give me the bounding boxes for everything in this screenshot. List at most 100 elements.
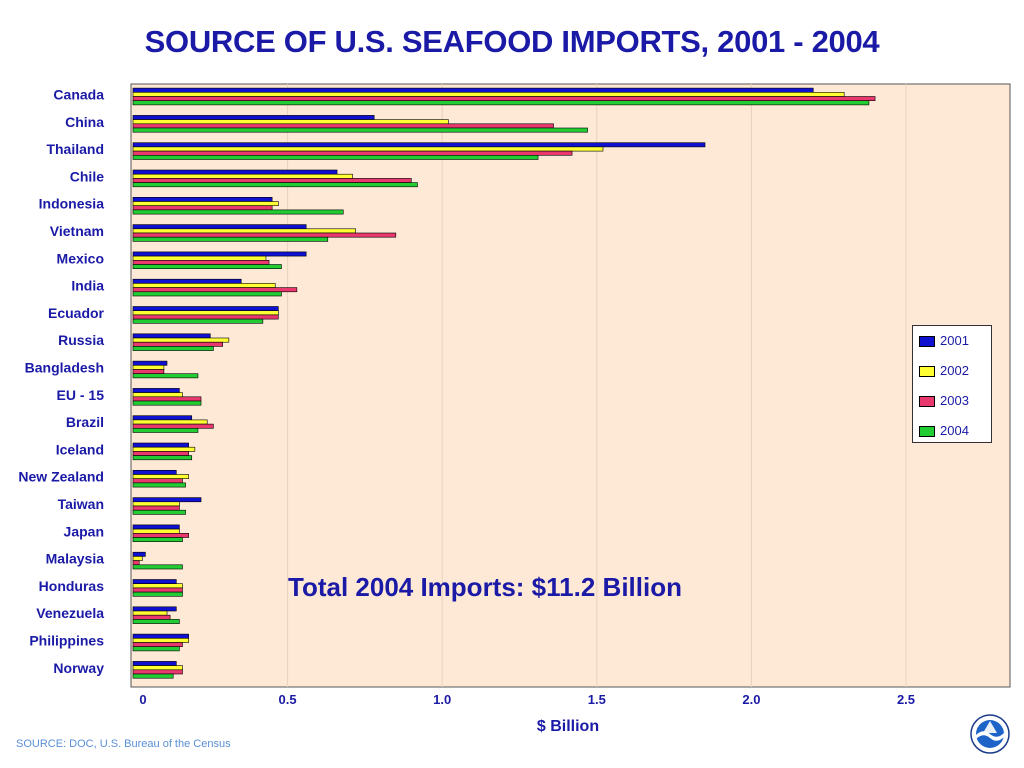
bar-2002	[132, 419, 208, 425]
bar-2002	[132, 610, 168, 616]
bar-2003	[132, 669, 183, 675]
legend-label-2002: 2002	[940, 363, 969, 378]
bar-2003	[132, 123, 554, 129]
bar-2001	[132, 469, 177, 475]
bar-2003	[132, 341, 223, 347]
bar-2004	[132, 264, 282, 269]
bar-2002	[132, 337, 230, 343]
bar-2001	[132, 142, 706, 148]
bar-2004	[132, 373, 199, 379]
category-label: Philippines	[29, 633, 104, 649]
bar-2004	[132, 318, 264, 324]
category-label: Iceland	[56, 441, 104, 457]
category-label: Malaysia	[46, 551, 105, 567]
grid-lines	[287, 84, 907, 687]
bar-2004	[132, 646, 180, 652]
bar-2001	[132, 579, 177, 584]
category-label: EU - 15	[57, 387, 105, 403]
bar-2002	[132, 255, 267, 261]
bar-2002	[132, 637, 189, 643]
bar-2001	[132, 251, 307, 257]
noaa-logo-icon	[970, 714, 1010, 754]
bar-2002	[132, 665, 183, 671]
bar-2001	[132, 306, 279, 311]
bar-2004	[132, 591, 183, 597]
bar-2001	[132, 633, 189, 639]
bar-2001	[132, 442, 189, 448]
x-tick-label: 0	[139, 692, 146, 707]
category-label: Chile	[70, 168, 104, 184]
bar-2003	[132, 451, 189, 456]
bar-2003	[132, 532, 189, 538]
bar-2001	[132, 87, 814, 93]
bar-2001	[132, 497, 202, 503]
category-label: Russia	[58, 332, 104, 348]
bar-2004	[132, 509, 186, 515]
bar-2001	[132, 278, 242, 284]
bar-2003	[132, 96, 876, 101]
category-label: Mexico	[57, 250, 104, 266]
bar-2001	[132, 388, 180, 393]
x-tick-label: 0.5	[279, 692, 297, 707]
bar-2003	[132, 369, 165, 374]
bar-2001	[132, 224, 307, 230]
category-label: Venezuela	[36, 605, 104, 621]
category-label: New Zealand	[18, 469, 104, 485]
bar-2004	[132, 427, 199, 433]
category-labels: Canada China Thailand Chile Indonesia Vietnam…	[18, 87, 104, 676]
bar-2003	[132, 232, 397, 238]
legend: 2001 2002 2003 2004	[912, 325, 992, 443]
legend-label-2001: 2001	[940, 333, 969, 348]
legend-label-2003: 2003	[940, 393, 969, 408]
bar-2002	[132, 92, 845, 97]
category-label: Brazil	[66, 414, 104, 430]
category-label: Japan	[64, 523, 104, 539]
legend-swatch-2002	[919, 366, 935, 377]
bar-2004	[132, 619, 180, 624]
bar-2004	[132, 100, 870, 106]
bar-2002	[132, 364, 165, 370]
bar-2001	[132, 115, 375, 120]
bar-2004	[132, 346, 214, 351]
category-label: Ecuador	[48, 305, 105, 321]
category-label: Bangladesh	[25, 360, 104, 376]
category-label: Norway	[53, 660, 104, 676]
category-label: Canada	[53, 87, 104, 103]
bar-2001	[132, 415, 193, 421]
bar-2002	[132, 310, 279, 316]
category-label: Honduras	[39, 578, 105, 594]
bar-2003	[132, 205, 273, 211]
x-tick-label: 2.0	[742, 692, 760, 707]
bar-2002	[132, 146, 604, 152]
legend-swatch-2001	[919, 336, 935, 347]
legend-swatch-2003	[919, 396, 935, 407]
bar-2002	[132, 283, 276, 288]
bar-2003	[132, 314, 279, 320]
category-label: China	[65, 114, 104, 130]
bar-2003	[132, 396, 202, 402]
bar-2002	[132, 392, 183, 398]
legend-swatch-2004	[919, 426, 935, 437]
bar-2002	[132, 201, 279, 206]
x-tick-label: 1.5	[588, 692, 606, 707]
bar-2003	[132, 259, 270, 265]
bar-2002	[132, 228, 356, 234]
bar-2004	[132, 482, 186, 488]
bar-2001	[132, 524, 180, 530]
bar-2004	[132, 400, 202, 406]
bar-2002	[132, 501, 180, 507]
bar-2002	[132, 474, 189, 479]
bar-2003	[132, 287, 298, 293]
bar-2004	[132, 537, 183, 542]
chart-title: SOURCE OF U.S. SEAFOOD IMPORTS, 2001 - 2…	[144, 24, 880, 59]
source-note: SOURCE: DOC, U.S. Bureau of the Census	[16, 738, 231, 750]
bar-2004	[132, 673, 174, 679]
category-label: Thailand	[46, 141, 104, 157]
bar-2003	[132, 614, 171, 620]
bar-2001	[132, 661, 177, 666]
bar-2001	[132, 606, 177, 612]
total-imports-annotation: Total 2004 Imports: $11.2 Billion	[288, 572, 682, 602]
bar-2003	[132, 423, 214, 429]
bar-2002	[132, 119, 449, 125]
bar-2001	[132, 169, 338, 175]
